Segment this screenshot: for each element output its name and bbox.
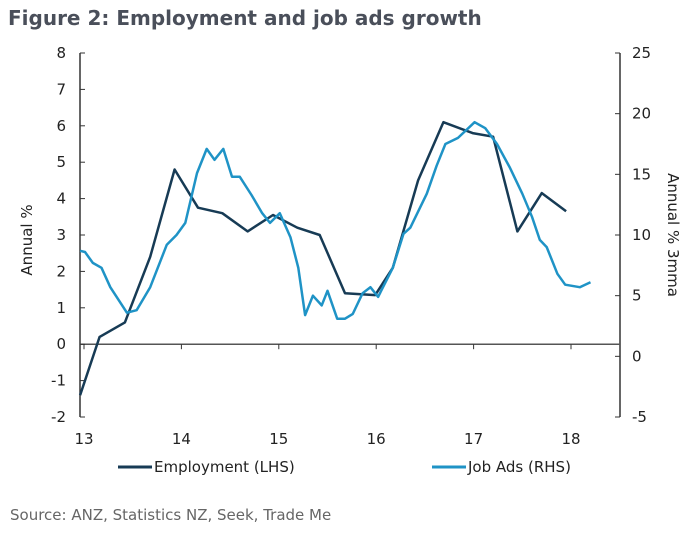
y2-tick-label: -5 <box>632 408 647 426</box>
x-tick-label: 16 <box>367 430 386 448</box>
y-tick-label: 1 <box>56 299 66 317</box>
y-tick-label: -1 <box>51 372 66 390</box>
y2-tick-label: 15 <box>632 165 651 183</box>
x-tick-label: 14 <box>172 430 191 448</box>
chart-title: Figure 2: Employment and job ads growth <box>8 6 482 30</box>
y-tick-label: 8 <box>56 44 66 62</box>
y-tick-label: 4 <box>56 190 66 208</box>
y-tick-label: 5 <box>56 153 66 171</box>
legend: Employment (LHS) Job Ads (RHS) <box>118 458 571 476</box>
y2-tick-label: 10 <box>632 226 651 244</box>
y-tick-label: -2 <box>51 408 66 426</box>
legend-label-job-ads: Job Ads (RHS) <box>467 458 571 476</box>
x-tick-label: 15 <box>269 430 288 448</box>
y-tick-label: 2 <box>56 262 66 280</box>
y2-tick-label: 0 <box>632 347 642 365</box>
series-job-ads-line <box>79 120 592 320</box>
y-tick-label: 7 <box>56 80 66 98</box>
y2-tick-label: 20 <box>632 105 651 123</box>
x-tick-label: 13 <box>74 430 93 448</box>
x-tick-label: 18 <box>561 430 580 448</box>
y2-tick-label: 25 <box>632 44 651 62</box>
y-tick-label: 6 <box>56 117 66 135</box>
y-tick-label: 3 <box>56 226 66 244</box>
series-employment-line <box>78 120 567 396</box>
y-tick-label: 0 <box>56 335 66 353</box>
y2-tick-label: 5 <box>632 287 642 305</box>
x-tick-label: 17 <box>464 430 483 448</box>
legend-label-employment: Employment (LHS) <box>154 458 295 476</box>
y2-axis-label: Annual % 3mma <box>664 173 682 297</box>
y-axis-label: Annual % <box>18 204 36 275</box>
source-note: Source: ANZ, Statistics NZ, Seek, Trade … <box>10 506 332 524</box>
